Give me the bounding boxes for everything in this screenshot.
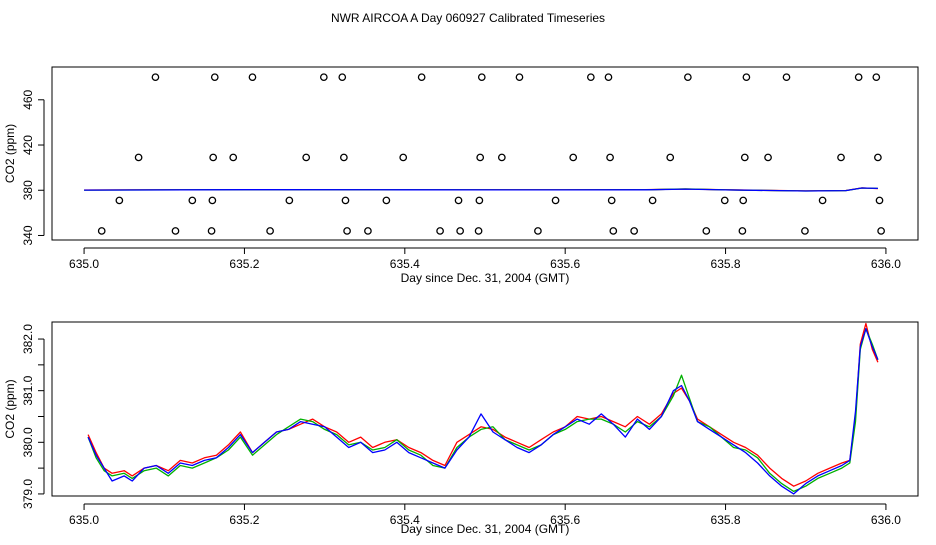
data-point <box>454 196 463 205</box>
data-point <box>171 227 180 235</box>
x-tick-label: 635.4 <box>390 513 420 527</box>
data-point <box>666 153 675 162</box>
data-point <box>738 227 747 235</box>
data-point <box>607 196 616 205</box>
series-line-blue <box>87 328 879 495</box>
y-tick-label: 382.0 <box>21 324 35 354</box>
data-point <box>586 73 595 82</box>
x-tick-label: 635.6 <box>550 257 580 271</box>
data-point <box>340 153 348 162</box>
data-point <box>764 153 772 162</box>
data-point <box>877 227 885 235</box>
data-point <box>475 196 484 205</box>
x-tick-label: 635.4 <box>390 257 420 271</box>
y-tick-label: 379.0 <box>21 479 35 509</box>
data-point <box>854 73 863 82</box>
y-axis-label: CO2 (ppm) <box>3 379 17 438</box>
data-point <box>436 227 444 235</box>
data-point <box>702 227 711 235</box>
y-tick-label: 420 <box>21 135 35 155</box>
data-point <box>474 227 483 235</box>
data-point <box>134 153 143 162</box>
y-tick-label: 380.0 <box>21 427 35 457</box>
data-point <box>382 196 391 205</box>
data-point <box>872 73 881 82</box>
data-point <box>648 196 657 205</box>
plot-frame <box>51 321 919 497</box>
data-point <box>285 196 294 205</box>
y-tick-label: 340 <box>21 225 35 245</box>
x-tick-label: 636.0 <box>871 257 901 271</box>
data-point <box>151 73 160 82</box>
data-point <box>740 153 749 162</box>
x-tick-label: 635.8 <box>711 257 741 271</box>
data-point <box>630 227 638 235</box>
y-axis-label: CO2 (ppm) <box>3 124 17 183</box>
data-point <box>739 196 748 205</box>
data-point <box>515 73 524 82</box>
data-point <box>229 153 238 162</box>
x-tick-label: 635.8 <box>711 513 741 527</box>
data-point <box>818 196 827 205</box>
data-point <box>742 73 751 82</box>
data-point <box>497 153 506 162</box>
data-point <box>569 153 578 162</box>
data-point <box>604 73 613 82</box>
bottom-panel: 635.0 635.2 635.4 635.6 635.8 636.0 Day since … <box>3 321 919 536</box>
data-point <box>551 196 560 205</box>
plot-frame <box>51 66 919 241</box>
data-point <box>875 196 884 205</box>
y-tick-label: 381.0 <box>21 375 35 405</box>
x-tick-label: 635.2 <box>229 513 259 527</box>
data-point <box>302 153 311 162</box>
y-tick-label: 380 <box>21 180 35 200</box>
data-point <box>609 227 618 235</box>
series-line-green <box>87 328 879 493</box>
data-point <box>343 227 351 235</box>
x-axis-label: Day since Dec. 31, 2004 (GMT) <box>401 522 570 536</box>
data-point <box>266 227 274 235</box>
data-point <box>874 153 882 162</box>
data-point <box>208 196 217 205</box>
data-point <box>782 73 791 82</box>
data-point <box>837 153 845 162</box>
data-point <box>115 196 124 205</box>
data-point <box>417 73 426 82</box>
data-point <box>399 153 408 162</box>
y-tick-label: 460 <box>21 89 35 109</box>
top-panel: 635.0 635.2 635.4 635.6 635.8 636.0 Day since … <box>3 66 919 285</box>
x-tick-label: 635.0 <box>69 513 99 527</box>
data-point <box>606 153 614 162</box>
data-point <box>338 73 347 82</box>
data-point <box>319 73 328 82</box>
data-point <box>684 73 692 82</box>
x-tick-label: 635.2 <box>229 257 259 271</box>
data-point <box>801 227 809 235</box>
x-tick-label: 635.6 <box>550 513 580 527</box>
data-point <box>720 196 729 205</box>
data-point <box>364 227 372 235</box>
data-point <box>477 73 486 82</box>
data-point <box>207 227 216 235</box>
data-point <box>188 196 197 205</box>
x-tick-label: 636.0 <box>871 513 901 527</box>
data-point <box>476 153 485 162</box>
data-point <box>209 153 218 162</box>
x-axis-label: Day since Dec. 31, 2004 (GMT) <box>401 271 570 285</box>
data-point <box>248 73 257 82</box>
x-tick-label: 635.0 <box>69 257 99 271</box>
data-point <box>534 227 542 235</box>
data-point <box>210 73 219 82</box>
data-point <box>341 196 350 205</box>
figure-title: NWR AIRCOA A Day 060927 Calibrated Times… <box>331 11 605 25</box>
series-line-blue <box>84 187 878 192</box>
data-point <box>456 227 464 235</box>
data-point <box>97 227 106 235</box>
